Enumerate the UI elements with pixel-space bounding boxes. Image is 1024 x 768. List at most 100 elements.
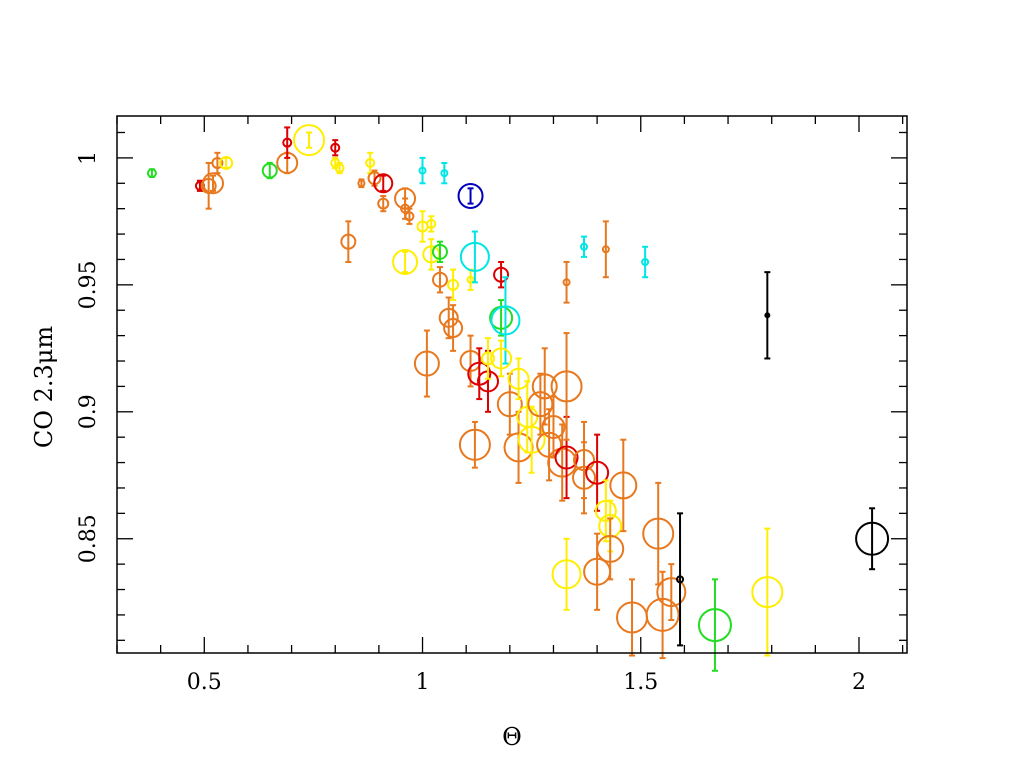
point-marker xyxy=(211,156,224,169)
point-marker xyxy=(330,142,341,153)
point-marker xyxy=(459,350,482,373)
data-point xyxy=(457,182,484,209)
data-point xyxy=(293,124,326,157)
point-marker xyxy=(562,278,571,287)
point-marker xyxy=(146,168,157,179)
point-marker xyxy=(438,307,459,328)
data-point xyxy=(392,248,419,275)
data-point xyxy=(404,207,415,225)
x-tick-label: 1.5 xyxy=(623,670,658,695)
data-point xyxy=(751,527,784,657)
point-marker xyxy=(585,460,610,485)
data-point xyxy=(438,296,459,340)
x-tick-label: 0.5 xyxy=(187,670,222,695)
point-marker xyxy=(493,266,510,283)
data-point xyxy=(413,329,440,398)
point-marker xyxy=(334,163,345,174)
data-point xyxy=(194,179,205,192)
axis-ticks xyxy=(116,116,907,653)
point-marker xyxy=(426,218,437,229)
data-point xyxy=(493,260,510,289)
data-point xyxy=(282,126,293,159)
data-point xyxy=(585,433,610,512)
point-marker xyxy=(431,243,448,260)
data-point xyxy=(416,210,429,243)
point-marker xyxy=(517,425,546,454)
data-point xyxy=(550,332,583,441)
point-marker xyxy=(641,257,650,266)
point-marker xyxy=(365,157,376,168)
data-points xyxy=(146,124,890,672)
point-marker xyxy=(764,312,771,319)
point-marker xyxy=(392,248,419,275)
y-tick-label: 0.9 xyxy=(76,394,101,429)
x-tick-label: 2 xyxy=(852,670,866,695)
point-marker xyxy=(572,465,597,490)
data-point xyxy=(551,537,582,611)
data-point xyxy=(609,438,638,533)
data-point xyxy=(458,420,491,469)
data-point xyxy=(645,570,680,660)
point-marker xyxy=(373,173,394,194)
data-point xyxy=(440,161,449,185)
point-marker xyxy=(443,318,464,339)
data-point xyxy=(357,178,366,189)
point-marker xyxy=(293,124,326,157)
tick-labels: 0.5 1 1.5 2 0.85 0.9 0.95 1 xyxy=(76,151,866,695)
point-marker xyxy=(466,275,475,284)
data-point xyxy=(202,172,225,195)
data-point xyxy=(580,235,589,258)
data-point xyxy=(855,507,890,571)
point-marker xyxy=(583,557,612,586)
data-point xyxy=(489,299,514,337)
point-marker xyxy=(431,271,448,288)
point-marker xyxy=(490,347,513,370)
data-point xyxy=(572,441,597,515)
point-marker xyxy=(594,499,617,522)
data-point xyxy=(422,238,441,271)
data-point xyxy=(334,161,345,175)
data-point xyxy=(466,268,475,291)
point-marker xyxy=(490,305,521,336)
data-point xyxy=(656,563,687,621)
data-point xyxy=(330,139,341,157)
data-point xyxy=(418,156,427,185)
point-marker xyxy=(609,471,638,500)
point-marker xyxy=(601,245,610,254)
point-marker xyxy=(418,166,427,175)
y-tick-label: 0.85 xyxy=(76,514,101,563)
point-marker xyxy=(413,350,440,377)
data-point xyxy=(377,194,390,213)
point-marker xyxy=(751,576,784,609)
data-point xyxy=(261,161,278,180)
point-marker xyxy=(404,211,415,222)
y-axis-label: CO 2.3μm xyxy=(30,326,58,448)
data-point xyxy=(764,271,771,360)
data-point xyxy=(219,155,234,170)
point-marker xyxy=(282,137,293,148)
data-point xyxy=(480,337,495,380)
point-marker xyxy=(459,241,490,272)
point-marker xyxy=(645,597,680,632)
point-marker xyxy=(457,182,484,209)
data-point xyxy=(583,532,612,611)
data-point xyxy=(641,245,650,279)
x-tick-label: 1 xyxy=(416,670,430,695)
point-marker xyxy=(377,197,390,210)
point-marker xyxy=(458,428,491,461)
data-point xyxy=(547,423,578,502)
point-marker xyxy=(531,373,558,400)
data-point xyxy=(373,173,394,194)
data-point xyxy=(697,578,732,672)
point-marker xyxy=(496,391,523,418)
plot-frame xyxy=(116,115,908,654)
y-tick-label: 0.95 xyxy=(76,260,101,309)
point-marker xyxy=(202,172,225,195)
point-marker xyxy=(580,242,589,251)
data-point xyxy=(562,260,571,304)
data-point xyxy=(676,512,685,647)
point-marker xyxy=(656,577,687,608)
point-marker xyxy=(697,608,732,643)
data-point xyxy=(601,220,610,279)
